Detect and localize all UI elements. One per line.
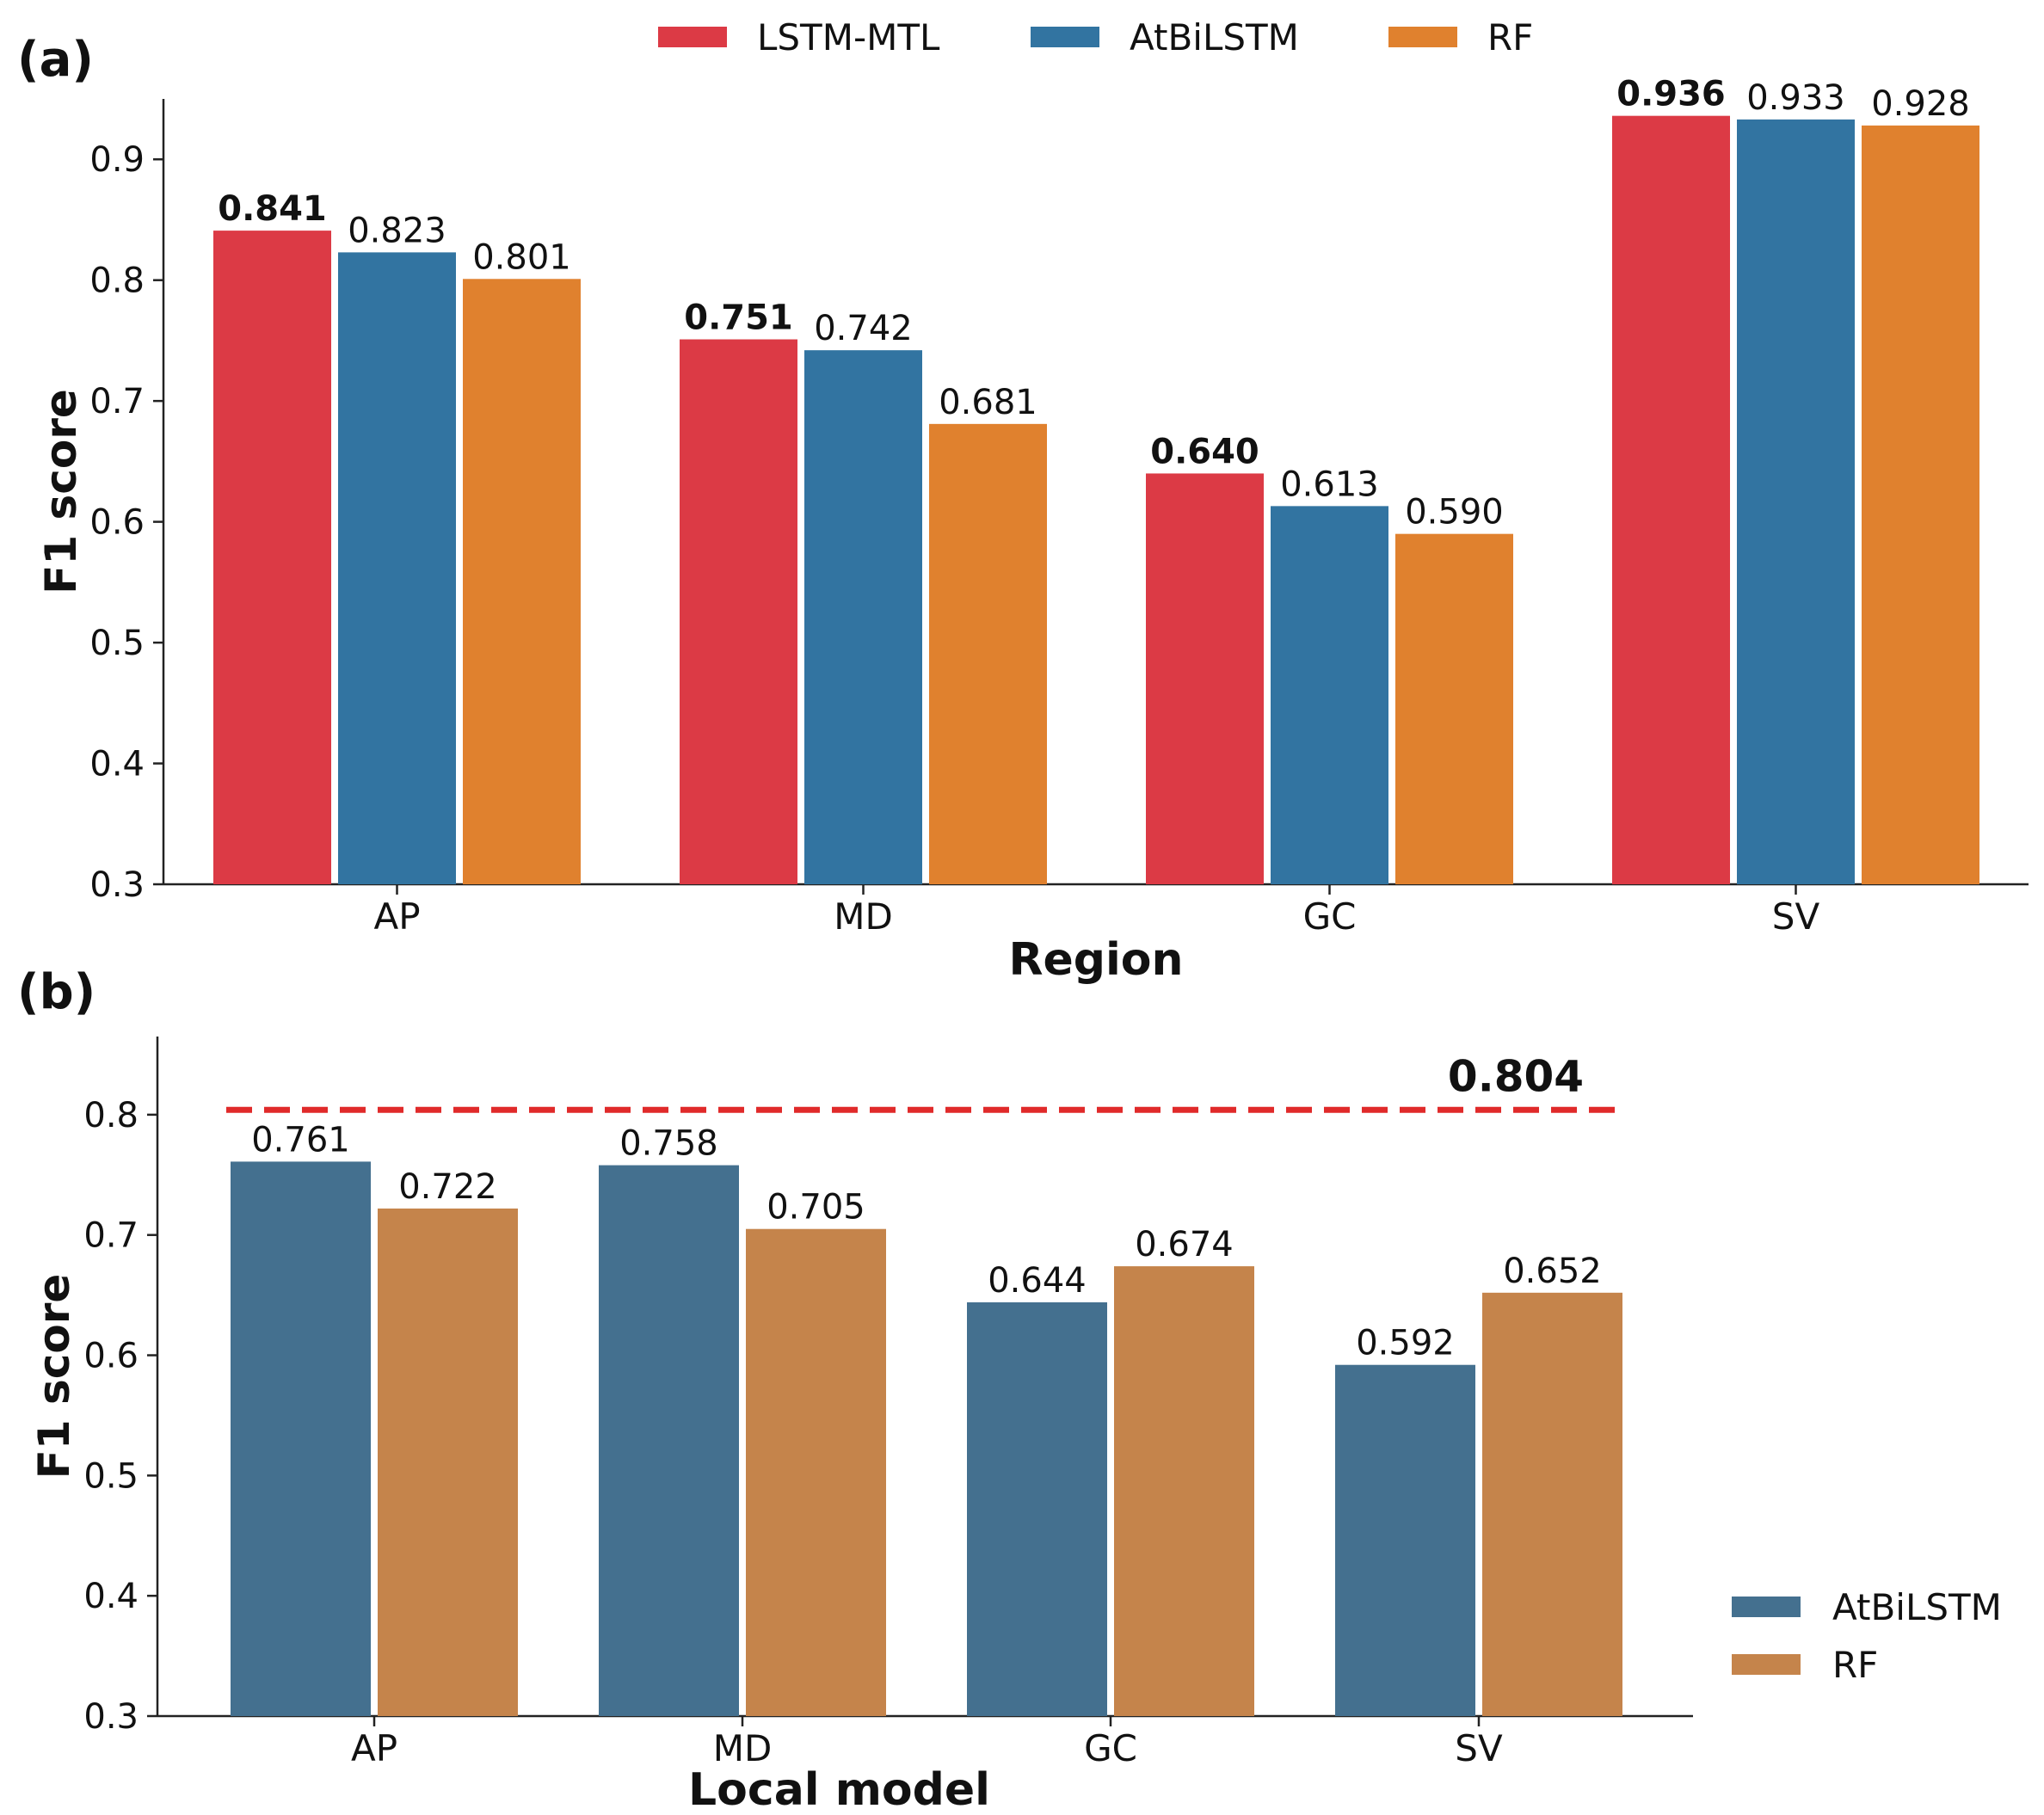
panel-a-bar-atbilstm-sv — [1737, 119, 1855, 884]
panel-a-x-axis-label: Region — [1008, 934, 1183, 986]
panel-a-data-label: 0.640 — [1150, 432, 1259, 471]
panel-b-legend-label: AtBiLSTM — [1832, 1586, 2002, 1628]
panel-a-data-label: 0.590 — [1405, 493, 1504, 532]
panel-a-data-label: 0.801 — [472, 237, 571, 277]
panel-b-y-tick-label: 0.8 — [83, 1096, 139, 1135]
panel-a-bar-rf-ap — [463, 279, 581, 884]
panel-b-y-tick-label: 0.4 — [83, 1577, 139, 1616]
panel-a-y-tick-label: 0.4 — [89, 745, 145, 784]
panel-a-bar-lstm-mtl-gc — [1146, 473, 1264, 884]
panel-b-y-tick-label: 0.5 — [83, 1456, 139, 1496]
panel-a-x-tick-label: SV — [1772, 895, 1820, 938]
panel-b-bar-atbilstm-sv — [1335, 1364, 1475, 1716]
panel-a-data-label: 0.928 — [1871, 84, 1970, 124]
panel-b-bar-rf-sv — [1482, 1292, 1622, 1716]
panel-b-data-label: 0.644 — [988, 1261, 1087, 1301]
panel-b-legend-swatch-atbilstm — [1732, 1597, 1801, 1617]
panel-a-bar-rf-gc — [1395, 533, 1513, 884]
panel-a-x-tick-label: AP — [373, 895, 420, 938]
panel-b-x-tick-label: MD — [713, 1727, 773, 1769]
panel-a-data-label: 0.936 — [1616, 75, 1726, 114]
panel-a-bar-atbilstm-md — [804, 350, 922, 884]
panel-b-bar-atbilstm-ap — [231, 1161, 371, 1716]
panel-a-data-label: 0.742 — [814, 309, 913, 348]
panel-b-label: (b) — [17, 964, 95, 1020]
panel-b-data-label: 0.722 — [398, 1167, 497, 1207]
panel-b-bar-rf-gc — [1114, 1266, 1254, 1716]
panel-a-bar-lstm-mtl-md — [680, 339, 797, 885]
panel-a-y-tick-label: 0.3 — [89, 865, 145, 905]
panel-b-legend-label: RF — [1832, 1644, 1878, 1686]
panel-a-data-label: 0.613 — [1280, 465, 1379, 504]
panel-b-y-tick-label: 0.6 — [83, 1337, 139, 1376]
panel-b-data-label: 0.705 — [766, 1188, 865, 1227]
panel-b-data-label: 0.674 — [1135, 1225, 1234, 1264]
panel-b-x-axis-label: Local model — [688, 1764, 990, 1812]
panel-b-data-label: 0.652 — [1503, 1252, 1602, 1291]
panel-b-data-label: 0.758 — [619, 1124, 718, 1164]
panel-a-legend-swatch-lstm-mtl — [658, 27, 727, 47]
panel-a-data-label: 0.751 — [684, 298, 793, 338]
panel-a-bar-atbilstm-ap — [338, 252, 456, 885]
panel-a-y-tick-label: 0.5 — [89, 624, 145, 663]
panel-a-y-tick-label: 0.6 — [89, 503, 145, 543]
panel-a-bar-lstm-mtl-sv — [1612, 115, 1730, 884]
panel-a-y-axis-label: F1 score — [36, 389, 86, 594]
panel-a-legend-label: LSTM-MTL — [757, 16, 940, 58]
panel-a-data-label: 0.933 — [1746, 78, 1845, 118]
panel-a-y-tick-label: 0.7 — [89, 382, 145, 421]
panel-a-bar-atbilstm-gc — [1271, 506, 1388, 884]
panel-a-bar-rf-sv — [1862, 125, 1979, 884]
panel-a-x-tick-label: GC — [1303, 895, 1357, 938]
panel-b-bar-atbilstm-gc — [967, 1302, 1107, 1716]
panel-b-reference-label: 0.804 — [1448, 1051, 1584, 1101]
panel-a-legend-label: RF — [1487, 16, 1533, 58]
panel-a-legend-swatch-atbilstm — [1031, 27, 1099, 47]
panel-a-bar-lstm-mtl-ap — [213, 231, 331, 884]
panel-a-x-tick-label: MD — [834, 895, 893, 938]
panel-b-y-axis-label: F1 score — [29, 1274, 79, 1480]
panel-b-y-tick-label: 0.7 — [83, 1216, 139, 1256]
panel-b-bar-rf-ap — [378, 1208, 518, 1716]
panel-a-bar-rf-md — [929, 423, 1047, 884]
panel-b-legend-swatch-rf — [1732, 1654, 1801, 1675]
panel-a-data-label: 0.841 — [218, 189, 327, 229]
panel-a-legend-swatch-rf — [1388, 27, 1457, 47]
panel-b-bar-rf-md — [746, 1228, 886, 1716]
panel-b-x-tick-label: GC — [1084, 1727, 1137, 1769]
panel-a-label: (a) — [17, 32, 94, 88]
panel-b-y-tick-label: 0.3 — [83, 1697, 139, 1737]
panel-a-legend-label: AtBiLSTM — [1130, 16, 1299, 58]
panel-a-data-label: 0.681 — [939, 383, 1037, 422]
panel-a-data-label: 0.823 — [348, 211, 446, 250]
panel-b-x-tick-label: SV — [1455, 1727, 1503, 1769]
panel-b-x-tick-label: AP — [351, 1727, 397, 1769]
panel-b-data-label: 0.592 — [1356, 1324, 1455, 1363]
panel-a-y-tick-label: 0.9 — [89, 140, 145, 180]
panel-a-y-tick-label: 0.8 — [89, 261, 145, 301]
panel-b-bar-atbilstm-md — [599, 1165, 739, 1716]
panel-b-data-label: 0.761 — [251, 1120, 350, 1160]
